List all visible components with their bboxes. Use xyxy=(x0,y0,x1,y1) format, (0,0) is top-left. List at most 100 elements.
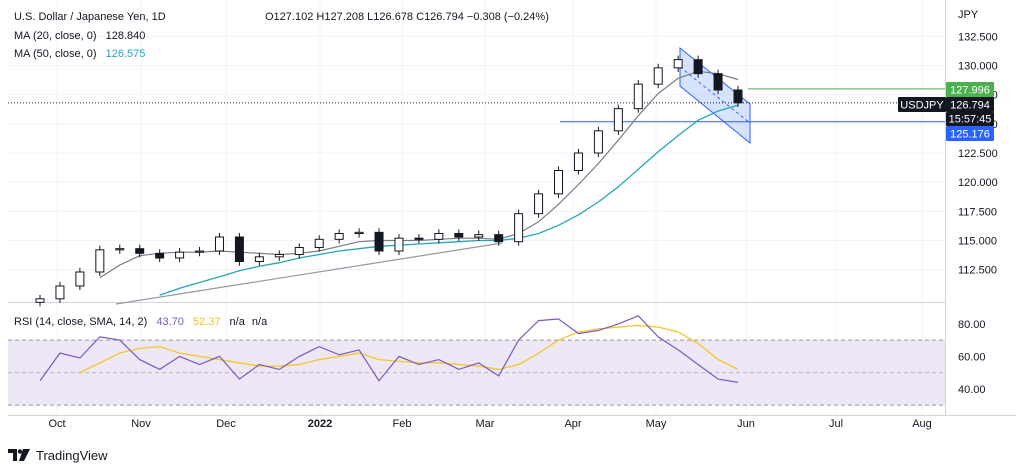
rsi-legend: RSI (14, close, SMA, 14, 2) 43.70 52.37 … xyxy=(14,316,268,328)
ma50-line xyxy=(159,104,739,296)
close-value: C126.794 xyxy=(416,11,464,23)
rsi-na-2: n/a xyxy=(252,316,268,328)
candle-body xyxy=(633,83,643,110)
rsi-series xyxy=(39,315,739,383)
candle-body xyxy=(55,285,65,300)
candle-body xyxy=(115,248,125,251)
symbol-title: U.S. Dollar / Japanese Yen, 1D xyxy=(14,11,166,23)
ma20-legend: MA (20, close, 0) 128.840 xyxy=(14,30,145,42)
candle-body xyxy=(294,247,304,255)
price-label-blue: 125.176 xyxy=(946,126,994,141)
candle-body xyxy=(234,236,244,262)
time-tick-label: Aug xyxy=(912,418,932,430)
candle-body xyxy=(254,256,264,263)
candle-body xyxy=(434,233,444,240)
time-tick-label: Jul xyxy=(829,418,843,430)
time-tick-label: Nov xyxy=(131,418,151,430)
countdown-label: 15:57:45 xyxy=(946,112,994,126)
candle-body xyxy=(573,152,583,171)
candle-body xyxy=(713,73,723,91)
ma50-label: MA (50, close, 0) xyxy=(14,48,97,60)
rsi-axis: 80.00 60.00 40.00 xyxy=(958,319,986,396)
candle-body xyxy=(613,108,623,132)
price-tick-label: 132.500 xyxy=(958,31,998,43)
rsi-label: RSI (14, close, SMA, 14, 2) xyxy=(14,316,147,328)
candle-body xyxy=(354,231,364,235)
candle-body xyxy=(214,236,224,252)
candle-body xyxy=(514,213,524,243)
time-tick-label: Oct xyxy=(48,418,65,430)
time-axis: Oct Nov Dec 2022 Feb Mar Apr May Jun Jul Aug xyxy=(48,418,931,430)
ma20-label: MA (20, close, 0) xyxy=(14,30,97,42)
rsi-sma-value: 52.37 xyxy=(193,316,221,328)
ohlc-readout: O127.102 H127.208 L126.678 C126.794 −0.3… xyxy=(265,11,549,23)
time-tick-label: Mar xyxy=(476,418,495,430)
price-tick-label: 112.500 xyxy=(958,265,997,277)
tradingview-logo-icon xyxy=(8,449,30,461)
trendline xyxy=(115,242,503,305)
candle-body xyxy=(653,67,663,85)
rsi-tick-label: 40.00 xyxy=(958,384,986,396)
time-tick-label: Dec xyxy=(216,418,236,430)
time-tick-label: Feb xyxy=(393,418,412,430)
price-tick-label: 117.500 xyxy=(958,206,997,218)
time-tick-label: Apr xyxy=(564,418,581,430)
candle-body xyxy=(534,193,544,215)
ma50-series xyxy=(159,104,739,296)
tradingview-wordmark: TradingView xyxy=(36,447,108,463)
time-tick-label: Jun xyxy=(737,418,755,430)
ma20-value: 128.840 xyxy=(106,30,146,42)
candle-body xyxy=(95,249,105,273)
candle-body xyxy=(474,234,484,238)
high-value: H127.208 xyxy=(316,11,364,23)
rsi-line xyxy=(39,315,739,383)
change-value: −0.308 (−0.24%) xyxy=(467,11,549,23)
rsi-tick-label: 60.00 xyxy=(958,351,986,363)
time-tick-label: May xyxy=(646,418,667,430)
candle-body xyxy=(314,238,324,248)
price-tick-label: 120.000 xyxy=(958,177,998,189)
price-tick-label: 130.000 xyxy=(958,61,998,73)
candle-body xyxy=(733,89,743,104)
rsi-tick-label: 80.00 xyxy=(958,319,986,331)
rsi-value: 43.70 xyxy=(156,316,184,328)
price-label-blue-text: 125.176 xyxy=(950,129,990,141)
low-value: L126.678 xyxy=(367,11,413,23)
channel-midline xyxy=(679,66,751,124)
candle-body xyxy=(175,251,185,259)
rsi-na-1: n/a xyxy=(230,316,246,328)
open-value: O127.102 xyxy=(265,11,313,23)
candle-body xyxy=(454,233,464,238)
ma50-legend: MA (50, close, 0) 126.575 xyxy=(14,48,145,60)
candle-body xyxy=(554,170,564,195)
ma50-value: 126.575 xyxy=(106,48,146,60)
candle-body xyxy=(593,130,603,154)
grid xyxy=(8,0,945,415)
currency-unit: JPY xyxy=(958,9,979,21)
tradingview-footer[interactable]: TradingView xyxy=(8,446,108,464)
candle-body xyxy=(35,298,45,303)
candles xyxy=(35,55,743,307)
candle-body xyxy=(693,59,703,75)
time-tick-label: 2022 xyxy=(308,418,332,430)
candle-body xyxy=(274,254,284,258)
price-label-green: 127.996 xyxy=(946,82,994,97)
candle-body xyxy=(135,248,145,254)
candle-body xyxy=(155,252,165,259)
candle-body xyxy=(394,237,404,252)
candle-body xyxy=(75,271,85,287)
price-label-last-text: 126.794 xyxy=(950,100,990,112)
candle-body xyxy=(195,250,205,253)
price-axis: 132.500130.000127.500125.000122.500120.0… xyxy=(958,31,998,276)
price-tick-label: 115.000 xyxy=(958,236,997,248)
price-tick-label: 122.500 xyxy=(958,148,998,160)
countdown-text: 15:57:45 xyxy=(949,114,992,126)
candle-body xyxy=(494,234,504,243)
price-label-green-text: 127.996 xyxy=(950,85,990,97)
candle-body xyxy=(673,59,683,69)
candle-body xyxy=(374,231,384,252)
candle-body xyxy=(334,233,344,240)
rsi-sma-line xyxy=(79,324,739,374)
price-label-last: 126.794 xyxy=(946,97,994,112)
